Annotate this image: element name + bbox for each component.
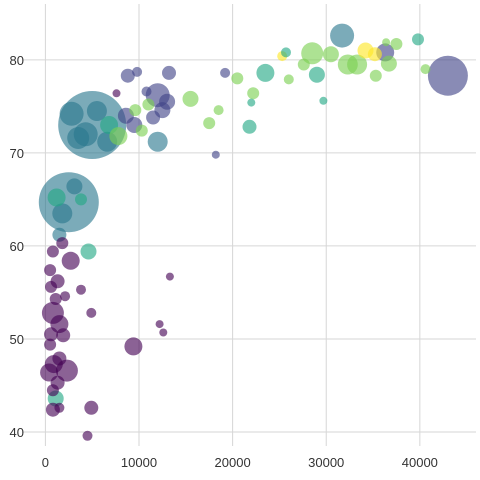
data-point [129, 104, 142, 117]
data-point [66, 178, 83, 195]
data-point [86, 101, 107, 121]
data-point [54, 402, 65, 413]
data-point [46, 245, 59, 258]
data-point [112, 89, 121, 98]
data-point [420, 64, 431, 75]
x-tick-label: 30000 [308, 455, 344, 470]
data-point [231, 72, 244, 85]
data-point [247, 87, 260, 100]
data-point [301, 42, 324, 65]
data-point [427, 55, 468, 96]
data-point [142, 98, 155, 111]
x-tick-label: 40000 [402, 455, 438, 470]
data-point [242, 119, 257, 134]
data-point [52, 203, 73, 224]
data-point [146, 110, 161, 125]
x-tick-label: 10000 [121, 455, 157, 470]
data-point [247, 98, 256, 107]
data-point [308, 66, 325, 83]
data-point [109, 127, 128, 146]
data-point [44, 327, 58, 342]
data-point [319, 96, 328, 105]
data-point [283, 74, 294, 85]
data-point [44, 264, 57, 277]
data-point [281, 47, 291, 58]
data-point [45, 280, 57, 293]
data-point [182, 90, 199, 107]
data-point [220, 67, 231, 78]
data-point [44, 338, 57, 351]
data-point [56, 328, 71, 343]
data-point [80, 243, 97, 260]
data-point [256, 63, 275, 82]
axis-tick-labels: 0 10000 20000 30000 40000 40 50 60 70 80 [10, 53, 438, 470]
data-point [86, 307, 97, 318]
y-tick-label: 80 [10, 53, 24, 68]
data-point [297, 58, 310, 71]
data-point [367, 47, 382, 62]
data-point [211, 150, 220, 159]
data-point [52, 351, 67, 366]
data-point [47, 188, 66, 207]
y-tick-label: 70 [10, 146, 24, 161]
y-tick-label: 60 [10, 239, 24, 254]
bubble-series [38, 23, 468, 441]
data-point [155, 320, 164, 329]
data-point [46, 384, 59, 397]
data-point [390, 38, 403, 50]
data-point [132, 66, 143, 77]
data-point [347, 54, 368, 75]
data-point [60, 291, 71, 302]
data-point [322, 46, 339, 63]
x-tick-label: 0 [42, 455, 49, 470]
data-point [159, 328, 168, 337]
grid [22, 4, 476, 446]
data-point [159, 93, 176, 110]
data-point [162, 65, 176, 80]
data-point [76, 284, 86, 295]
data-point [124, 337, 143, 356]
data-point [49, 293, 62, 305]
y-tick-label: 50 [10, 332, 24, 347]
data-point [165, 272, 174, 281]
data-point [75, 193, 87, 206]
data-point [59, 101, 84, 126]
data-point [412, 33, 424, 46]
data-point [82, 430, 93, 441]
data-point [382, 38, 391, 47]
data-point [141, 86, 152, 97]
data-point [203, 117, 216, 130]
x-tick-label: 20000 [215, 455, 251, 470]
data-point [380, 55, 397, 72]
data-point [84, 400, 99, 415]
data-point [147, 131, 168, 152]
data-point [135, 124, 148, 137]
data-point [330, 23, 355, 48]
data-point [120, 68, 135, 83]
data-point [67, 127, 90, 149]
data-point [369, 69, 382, 82]
data-point [213, 105, 224, 116]
data-point [56, 237, 69, 250]
y-tick-label: 40 [10, 425, 24, 440]
data-point [61, 251, 80, 270]
